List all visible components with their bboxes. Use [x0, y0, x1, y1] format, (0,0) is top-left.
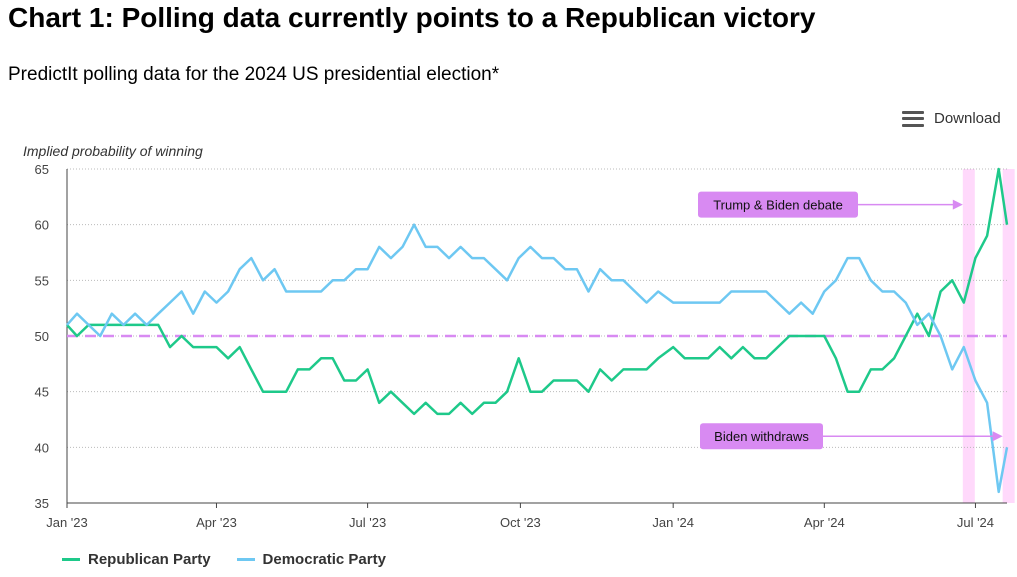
- x-tick-label-5: Apr '24: [804, 515, 845, 530]
- y-tick-label-40: 40: [35, 440, 49, 455]
- annotation-arrowhead-0: [952, 199, 963, 210]
- legend-item-democratic[interactable]: Democratic Party: [236, 551, 386, 568]
- hamburger-menu-icon: [902, 110, 924, 127]
- y-tick-label-45: 45: [35, 385, 49, 400]
- x-tick-label-0: Jan '23: [46, 515, 88, 530]
- y-tick-label-65: 65: [35, 162, 49, 177]
- x-tick-label-3: Oct '23: [500, 515, 541, 530]
- series-line-republican: [66, 167, 1009, 416]
- download-label: Download: [934, 110, 1001, 127]
- legend-swatch-democratic: [236, 558, 255, 561]
- y-tick-label-60: 60: [35, 218, 49, 233]
- annotation-box-1: [700, 423, 823, 450]
- annotation-label-1: Biden withdraws: [714, 429, 809, 444]
- legend-swatch-republican: [62, 558, 80, 561]
- x-tick-label-1: Apr '23: [196, 515, 237, 530]
- x-tick-label-6: Jul '24: [957, 515, 994, 530]
- chart-subtitle: PredictIt polling data for the 2024 US p…: [8, 64, 500, 85]
- annotation-arrowhead-1: [992, 431, 1003, 442]
- legend-item-republican[interactable]: Republican Party: [62, 551, 211, 568]
- chart-legend: Republican Party Democratic Party: [62, 551, 386, 568]
- legend-label-democratic: Democratic Party: [262, 551, 386, 568]
- x-tick-label-4: Jan '24: [652, 515, 694, 530]
- x-tick-label-2: Jul '23: [349, 515, 386, 530]
- annotation-box-0: [698, 191, 858, 218]
- y-tick-label-55: 55: [35, 273, 49, 288]
- event-band-1: [1002, 169, 1015, 503]
- legend-label-republican: Republican Party: [88, 551, 211, 568]
- y-tick-label-35: 35: [35, 496, 49, 511]
- chart-title: Chart 1: Polling data currently points t…: [8, 2, 816, 33]
- y-axis-label: Implied probability of winning: [23, 143, 203, 159]
- y-tick-label-50: 50: [35, 329, 49, 344]
- annotation-label-0: Trump & Biden debate: [713, 198, 843, 213]
- series-line-democratic: [66, 223, 1009, 494]
- download-button[interactable]: Download: [902, 110, 1001, 127]
